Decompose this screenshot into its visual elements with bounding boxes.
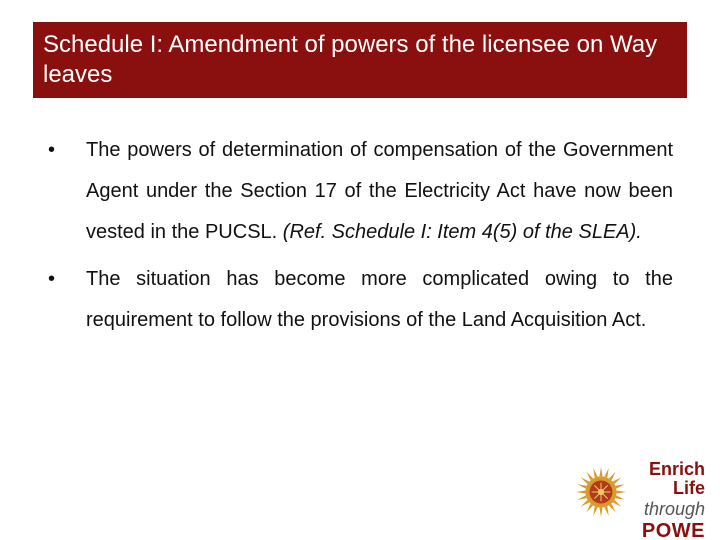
bullet-plain: The situation has become more complicate… <box>86 268 673 331</box>
bullet-italic: (Ref. Schedule I: Item 4(5) of the SLEA)… <box>283 221 642 243</box>
slide-body: • The powers of determination of compens… <box>48 130 673 341</box>
bullet-text: The situation has become more complicate… <box>86 259 673 341</box>
slide-title-bar: Schedule I: Amendment of powers of the l… <box>33 22 687 98</box>
slide-title-text: Schedule I: Amendment of powers of the l… <box>43 31 657 88</box>
tagline-line-3: POWE <box>633 521 705 540</box>
bullet-marker: • <box>48 130 86 171</box>
sun-logo-icon <box>575 466 627 518</box>
bullet-text: The powers of determination of compensat… <box>86 130 673 253</box>
bullet-item: • The situation has become more complica… <box>48 259 673 341</box>
tagline-line-1: Enrich Life <box>633 460 705 498</box>
bullet-marker: • <box>48 259 86 300</box>
footer: Enrich Life through POWE <box>575 460 710 540</box>
bullet-item: • The powers of determination of compens… <box>48 130 673 253</box>
tagline-line-2: through <box>633 500 705 519</box>
footer-tagline: Enrich Life through POWE <box>633 460 705 540</box>
